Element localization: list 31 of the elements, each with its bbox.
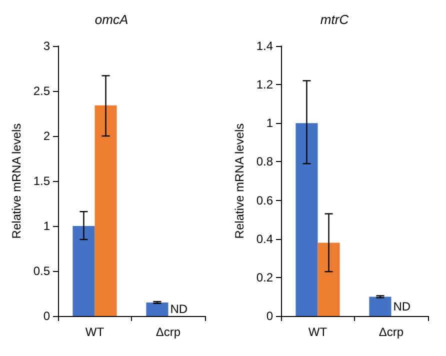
chart-title: mtrC [320, 12, 350, 27]
bar [369, 296, 392, 316]
x-tick-label: WT [308, 325, 328, 339]
y-tick-label: 3 [43, 39, 50, 53]
chart-title: omcA [94, 12, 128, 27]
x-tick-label: WT [85, 325, 105, 339]
y-tick-label: 2 [43, 129, 50, 143]
y-tick-label: 0 [266, 309, 274, 323]
y-tick-label: 2.5 [33, 84, 50, 98]
bar [72, 226, 95, 316]
y-tick-label: 1.2 [256, 78, 274, 92]
y-tick-label: 0.5 [33, 264, 50, 278]
x-tick-label: Δcrp [378, 325, 404, 339]
y-tick-label: 1.5 [33, 174, 50, 188]
y-tick-label: 0 [43, 309, 50, 323]
annotation: ND [170, 302, 188, 316]
y-tick-label: 0.2 [256, 270, 274, 284]
y-tick-label: 1 [266, 116, 274, 130]
bar [318, 242, 340, 316]
y-tick-label: 1.4 [256, 39, 274, 53]
bar [296, 123, 318, 316]
y-tick-label: 0.4 [256, 232, 274, 246]
bar [94, 105, 117, 316]
bar [146, 302, 168, 316]
annotation: ND [393, 299, 411, 314]
y-tick-label: 1 [43, 219, 50, 233]
x-tick-label: Δcrp [156, 325, 181, 339]
y-tick-label: 0.8 [256, 154, 274, 169]
y-tick-label: 0.6 [256, 193, 274, 208]
y-axis-title: Relative mRNA levels [232, 123, 246, 239]
y-axis-title: Relative mRNA levels [9, 123, 24, 239]
